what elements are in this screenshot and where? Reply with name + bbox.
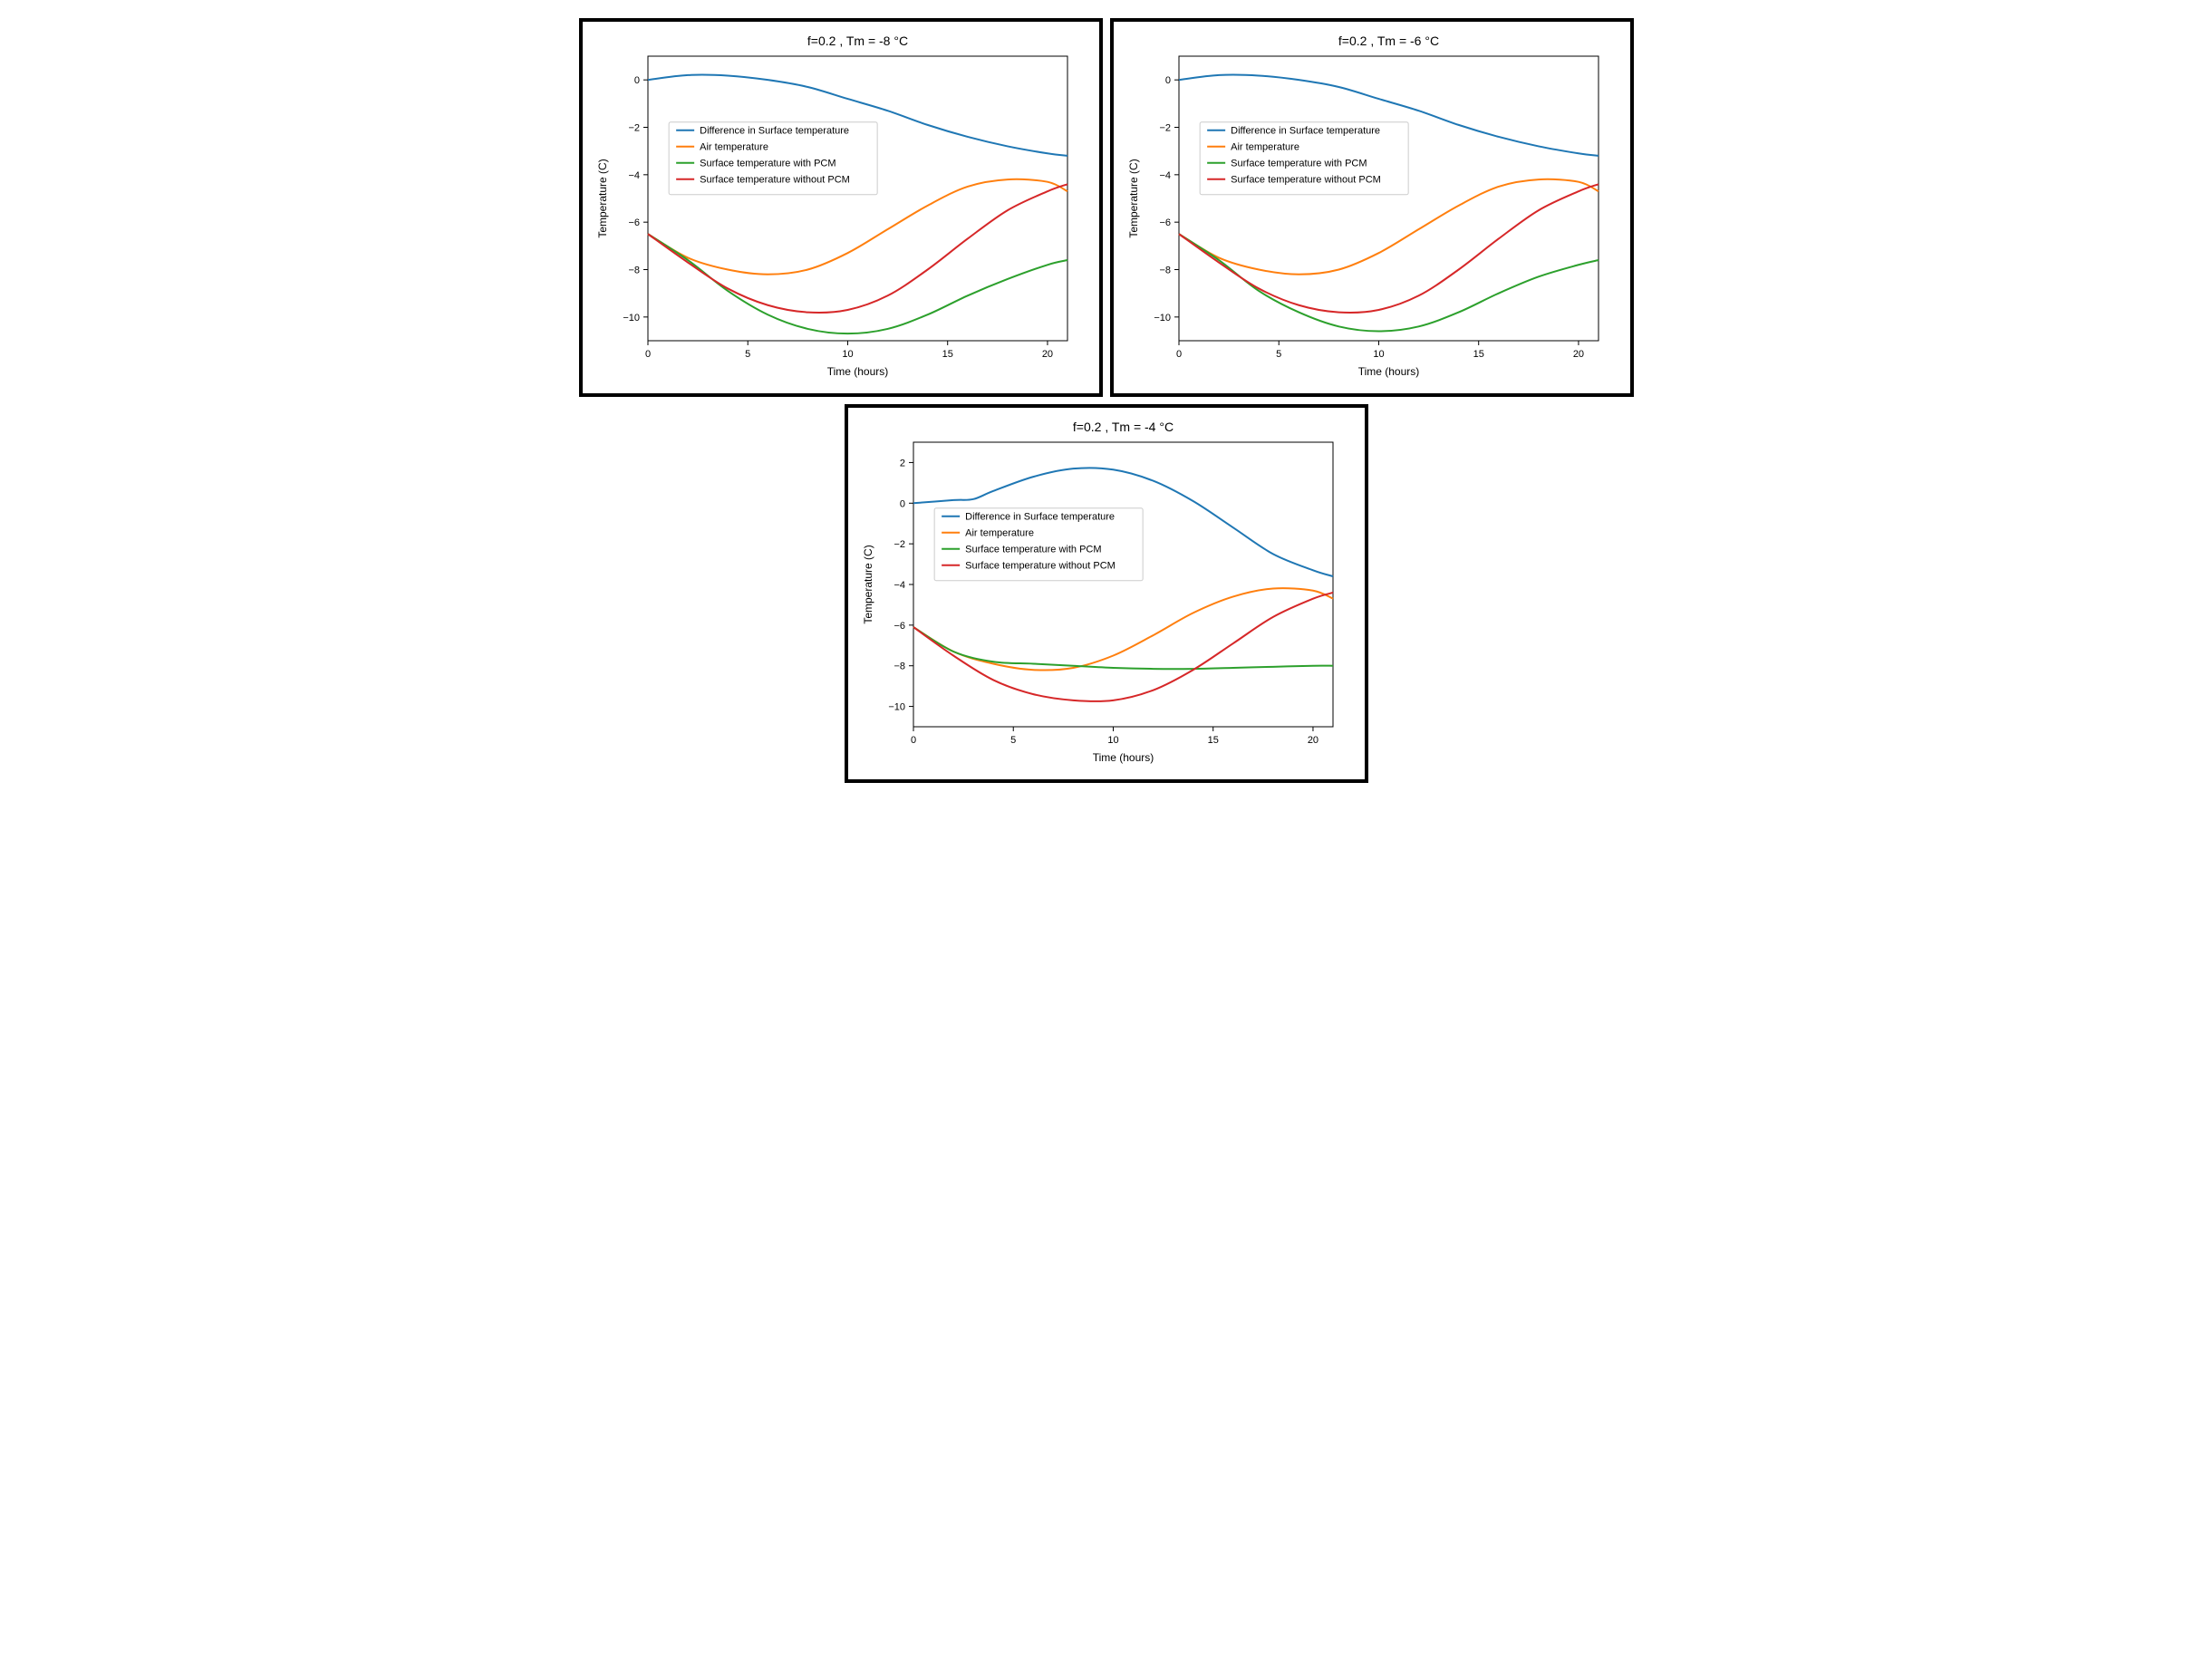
x-tick-label: 5 <box>1010 735 1016 746</box>
y-tick-label: −4 <box>628 170 640 181</box>
x-tick-label: 10 <box>1373 349 1384 360</box>
legend-label: Surface temperature without PCM <box>1231 175 1381 186</box>
legend-label: Difference in Surface temperature <box>965 512 1115 523</box>
y-tick-label: −8 <box>1159 266 1171 276</box>
x-tick-label: 5 <box>1276 349 1281 360</box>
legend-label: Air temperature <box>1231 142 1299 153</box>
legend-label: Surface temperature with PCM <box>1231 159 1367 169</box>
x-tick-label: 10 <box>842 349 853 360</box>
legend-label: Air temperature <box>965 528 1034 539</box>
chart-panel-2: f=0.2 , Tm = -4 °C 0 5 10 15 20 −10 −8 −6 −4 −2 0 2 T… <box>845 404 1368 783</box>
y-tick-label: −10 <box>888 702 905 713</box>
x-axis-label: Time (hours) <box>1357 365 1419 378</box>
y-tick-label: −10 <box>1154 313 1171 324</box>
chart-title: f=0.2 , Tm = -8 °C <box>807 34 907 48</box>
chart-svg: f=0.2 , Tm = -4 °C 0 5 10 15 20 −10 −8 −6 −4 −2 0 2 T… <box>857 417 1347 770</box>
chart-row-bottom: f=0.2 , Tm = -4 °C 0 5 10 15 20 −10 −8 −6 −4 −2 0 2 T… <box>845 404 1368 783</box>
y-tick-label: −8 <box>893 662 905 672</box>
x-axis-label: Time (hours) <box>826 365 888 378</box>
y-tick-label: −8 <box>628 266 640 276</box>
y-tick-label: 0 <box>1164 75 1170 86</box>
legend-label: Difference in Surface temperature <box>1231 126 1380 137</box>
y-tick-label: −2 <box>893 539 905 550</box>
chart-row-top: f=0.2 , Tm = -8 °C 0 5 10 15 20 −10 −8 −6 −4 −2 0 Ti… <box>579 18 1634 397</box>
y-axis-label: Temperature (C) <box>1127 159 1140 237</box>
legend-label: Difference in Surface temperature <box>700 126 849 137</box>
x-tick-label: 15 <box>1207 735 1218 746</box>
chart-svg: f=0.2 , Tm = -6 °C 0 5 10 15 20 −10 −8 −6 −4 −2 0 Ti… <box>1123 31 1612 384</box>
x-tick-label: 10 <box>1107 735 1118 746</box>
x-tick-label: 20 <box>1572 349 1583 360</box>
y-tick-label: −2 <box>1159 123 1171 134</box>
y-tick-label: 2 <box>899 458 904 468</box>
y-tick-label: −6 <box>628 217 640 228</box>
legend-label: Air temperature <box>700 142 768 153</box>
x-tick-label: 5 <box>745 349 750 360</box>
y-tick-label: −4 <box>1159 170 1171 181</box>
chart-title: f=0.2 , Tm = -6 °C <box>1338 34 1438 48</box>
chart-title: f=0.2 , Tm = -4 °C <box>1072 420 1173 434</box>
legend-label: Surface temperature without PCM <box>700 175 850 186</box>
chart-panel-0: f=0.2 , Tm = -8 °C 0 5 10 15 20 −10 −8 −6 −4 −2 0 Ti… <box>579 18 1103 397</box>
legend-label: Surface temperature without PCM <box>965 561 1116 572</box>
legend-label: Surface temperature with PCM <box>700 159 836 169</box>
y-axis-label: Temperature (C) <box>862 545 874 623</box>
y-tick-label: −4 <box>893 580 905 591</box>
y-tick-label: −10 <box>623 313 640 324</box>
chart-panel-1: f=0.2 , Tm = -6 °C 0 5 10 15 20 −10 −8 −6 −4 −2 0 Ti… <box>1110 18 1634 397</box>
x-tick-label: 0 <box>644 349 650 360</box>
x-tick-label: 20 <box>1307 735 1318 746</box>
y-axis-label: Temperature (C) <box>596 159 609 237</box>
chart-grid: f=0.2 , Tm = -8 °C05101520−10−8−6−4−20Ti… <box>18 18 2194 783</box>
y-tick-label: −2 <box>628 123 640 134</box>
x-axis-label: Time (hours) <box>1092 751 1154 764</box>
y-tick-label: −6 <box>1159 217 1171 228</box>
legend-label: Surface temperature with PCM <box>965 545 1101 555</box>
y-tick-label: 0 <box>633 75 639 86</box>
x-tick-label: 15 <box>942 349 952 360</box>
x-tick-label: 20 <box>1041 349 1052 360</box>
x-tick-label: 0 <box>910 735 915 746</box>
y-tick-label: −6 <box>893 621 905 632</box>
y-tick-label: 0 <box>899 498 904 509</box>
x-tick-label: 0 <box>1175 349 1181 360</box>
chart-svg: f=0.2 , Tm = -8 °C 0 5 10 15 20 −10 −8 −6 −4 −2 0 Ti… <box>592 31 1081 384</box>
x-tick-label: 15 <box>1473 349 1483 360</box>
